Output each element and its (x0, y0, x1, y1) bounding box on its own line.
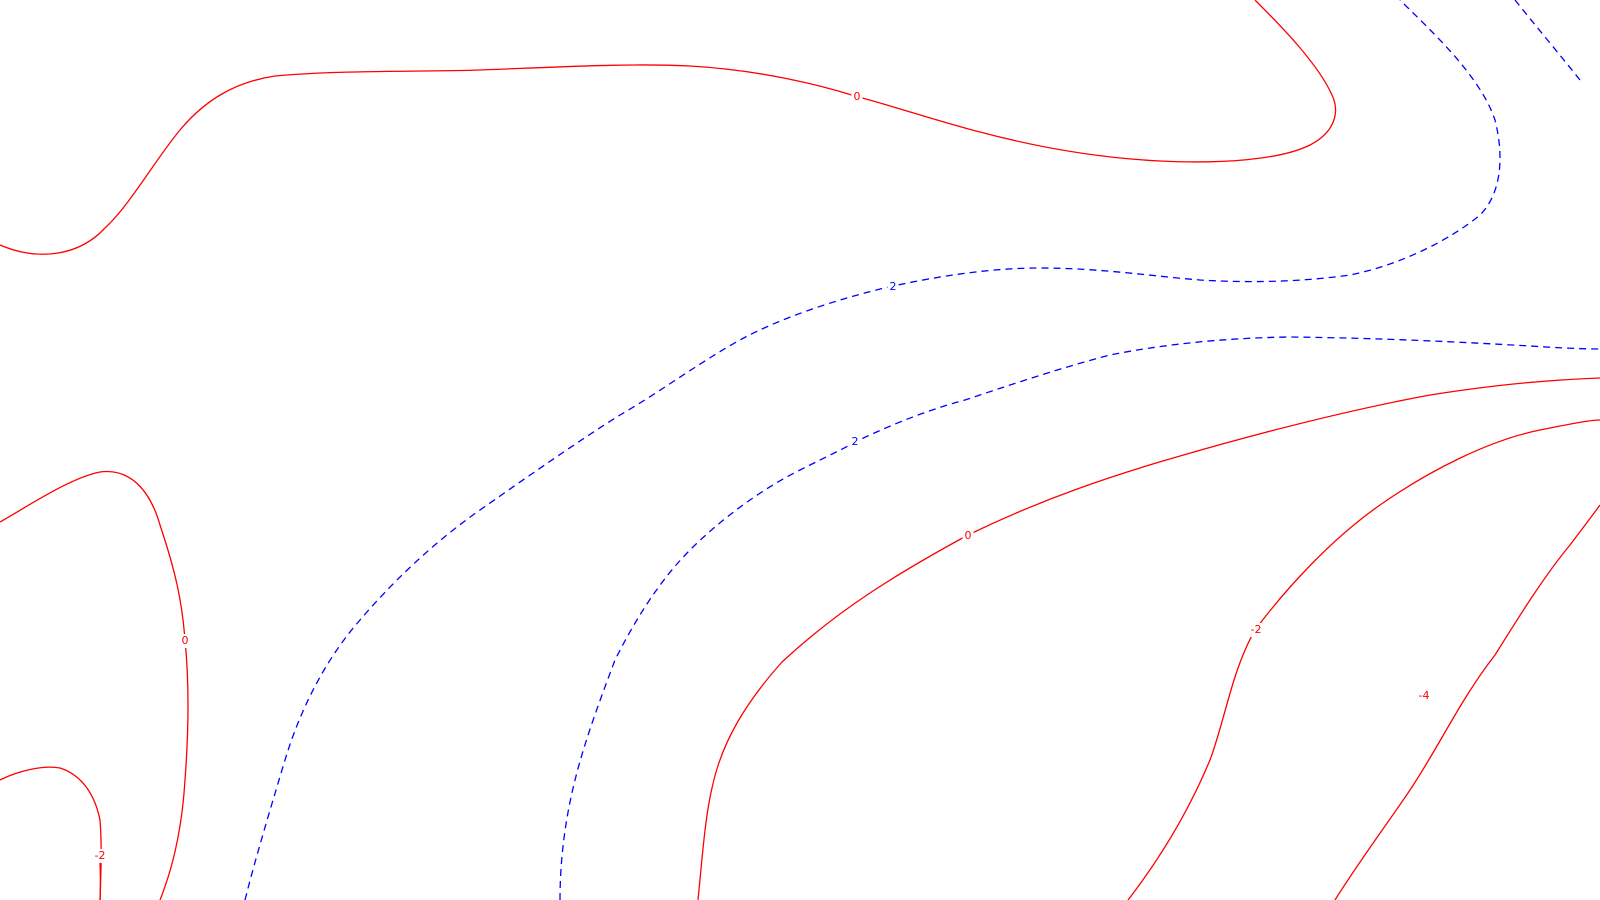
contour-line-level-2 (1514, 0, 1581, 81)
contour-label: 2 (852, 435, 859, 448)
contour-label: 0 (854, 90, 861, 103)
contour-line-level-0 (0, 0, 1337, 255)
contour-label: -2 (1251, 623, 1262, 636)
contour-label-knockout (962, 529, 974, 543)
contour-line-level-0 (0, 470, 189, 900)
contour-label: 0 (965, 529, 972, 542)
contour-label: -4 (1419, 689, 1430, 702)
contour-label-knockout (1247, 623, 1265, 637)
contour-label-knockout (91, 849, 109, 863)
contour-line-level-neg4 (1334, 504, 1600, 900)
contour-line-level-0 (697, 377, 1600, 900)
contour-label-knockout (1415, 689, 1433, 703)
contour-line-level-2 (559, 336, 1600, 900)
contour-label-knockout (887, 280, 899, 294)
contour-label-knockout (179, 634, 191, 648)
contour-line-level-neg2 (1127, 419, 1600, 900)
contour-label-knockout (851, 90, 863, 104)
contour-label-layer: 0 0 0 -2 -2 -4 2 2 (91, 90, 1433, 863)
contour-label: 2 (890, 280, 897, 293)
contour-label-knockout (849, 435, 861, 449)
contour-label: -2 (95, 849, 106, 862)
contour-label: 0 (182, 634, 189, 647)
